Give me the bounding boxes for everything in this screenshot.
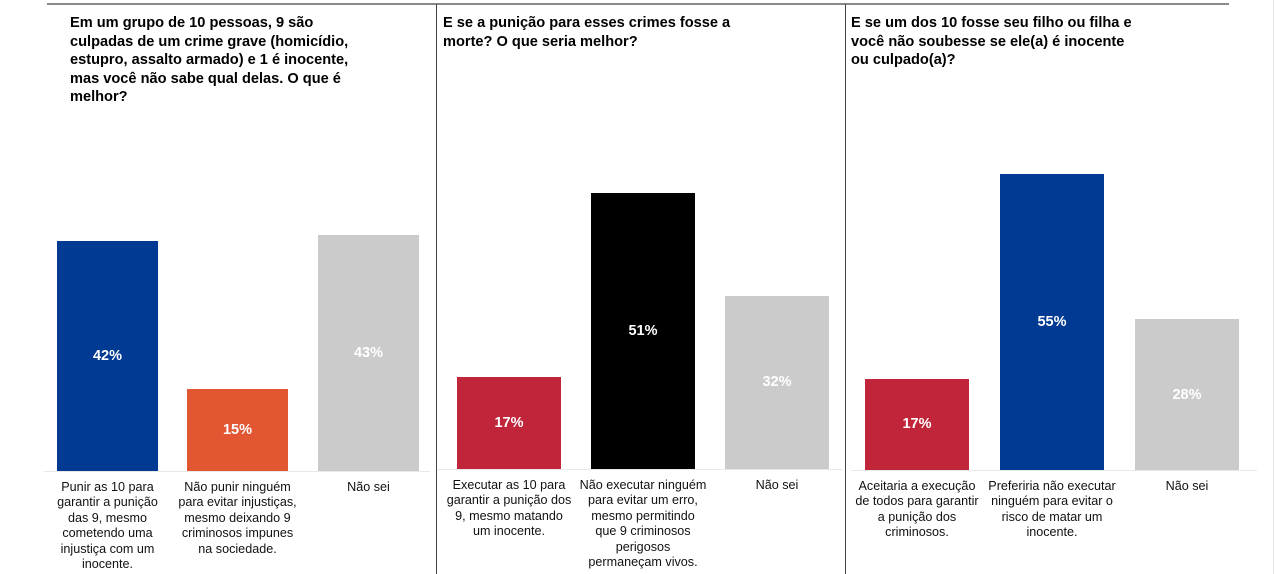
category-label: Punir as 10 para garantir a punição das … <box>57 480 158 572</box>
data-label: 55% <box>1037 314 1067 331</box>
data-label: 28% <box>1172 386 1202 403</box>
category-label: Não sei <box>755 478 799 492</box>
category-label: Não sei <box>1165 479 1209 493</box>
category-label: Não executar ninguém para evitar um erro… <box>579 478 707 570</box>
bar-2: 15% <box>187 388 288 471</box>
panel-divider-1 <box>436 4 437 574</box>
bar-2: 55% <box>1000 174 1104 470</box>
bar-3: 32% <box>725 295 829 469</box>
data-label: 17% <box>902 416 932 433</box>
chart-panel-2: E se a punição para esses crimes fosse a… <box>436 0 845 574</box>
category-label: Não sei <box>347 480 390 494</box>
baseline <box>438 469 842 470</box>
data-label: 17% <box>494 415 524 431</box>
bar-1: 17% <box>457 377 561 469</box>
chart-panel-1: Em um grupo de 10 pessoas, 9 são culpada… <box>0 0 436 574</box>
panel-divider-2 <box>845 4 846 574</box>
baseline <box>851 470 1257 471</box>
chart-title: E se a punição para esses crimes fosse a… <box>443 15 731 50</box>
bar-1: 17% <box>865 378 969 470</box>
chart-title: Em um grupo de 10 pessoas, 9 são culpada… <box>70 15 349 106</box>
right-edge <box>1273 0 1274 574</box>
bar-3: 28% <box>1135 319 1239 470</box>
bar-3: 43% <box>318 235 419 471</box>
data-label: 42% <box>92 347 123 364</box>
data-label: 32% <box>762 374 792 391</box>
data-label: 43% <box>353 345 384 362</box>
data-label: 51% <box>628 323 658 340</box>
bar-2: 51% <box>591 193 695 469</box>
category-label: Preferiria não executar ninguém para evi… <box>988 479 1116 540</box>
category-label: Aceitaria a execução de todos para garan… <box>855 479 979 540</box>
category-label: Não punir ninguém para evitar injustiças… <box>178 480 297 556</box>
top-rule <box>47 3 1229 5</box>
category-label: Executar as 10 para garantir a punição d… <box>446 478 572 539</box>
chart-panel-3: E se um dos 10 fosse seu filho ou filha … <box>845 0 1273 574</box>
baseline <box>44 471 430 472</box>
chart-title: E se um dos 10 fosse seu filho ou filha … <box>851 15 1132 69</box>
bar-1: 42% <box>57 240 158 471</box>
data-label: 15% <box>222 421 253 438</box>
